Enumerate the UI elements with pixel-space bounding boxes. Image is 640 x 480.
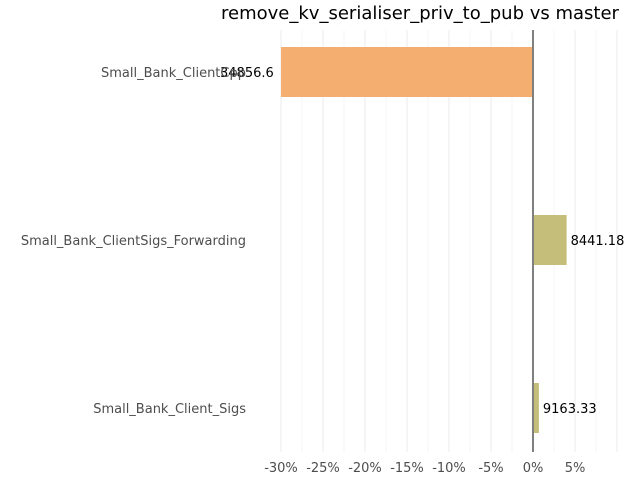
x-tick-label: -10%: [432, 461, 466, 476]
x-tick-label: 5%: [565, 461, 586, 476]
bar-small-bank-client-sigs: [533, 383, 539, 433]
bar-small-bank-clientcpp: [281, 47, 533, 97]
category-label: Small_Bank_ClientCpp: [101, 66, 246, 81]
value-labels: 34856.6 8441.18 9163.33: [220, 66, 624, 417]
x-tick-label: -25%: [306, 461, 340, 476]
category-labels: Small_Bank_ClientCpp Small_Bank_ClientSig…: [21, 66, 246, 417]
value-label: 34856.6: [220, 66, 274, 81]
x-tick-label: 0%: [523, 461, 544, 476]
x-tick-label: -30%: [264, 461, 298, 476]
value-label: 8441.18: [571, 234, 625, 249]
x-tick-label: -5%: [478, 461, 503, 476]
value-label: 9163.33: [543, 402, 597, 417]
category-label: Small_Bank_ClientSigs_Forwarding: [21, 234, 246, 249]
category-label: Small_Bank_Client_Sigs: [93, 402, 246, 417]
bars: [281, 47, 567, 433]
x-tick-label: -20%: [348, 461, 382, 476]
bar-small-bank-clientsigs-forwarding: [533, 215, 567, 265]
x-tick-label: -15%: [390, 461, 424, 476]
chart-title: remove_kv_serialiser_priv_to_pub vs mast…: [221, 3, 620, 24]
x-axis-ticks: -30% -25% -20% -15% -10% -5% 0% 5%: [264, 461, 585, 476]
